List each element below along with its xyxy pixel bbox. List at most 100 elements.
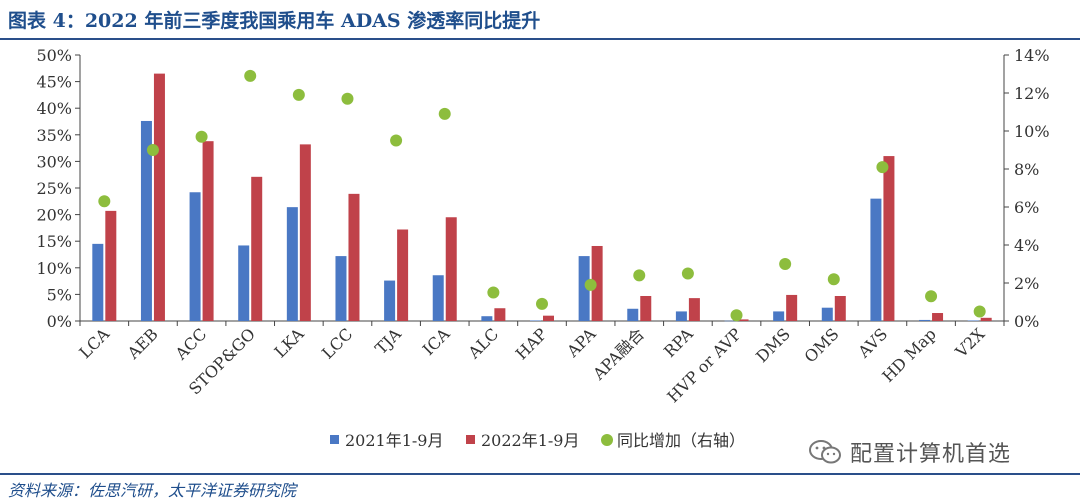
bar-2022 — [980, 317, 992, 321]
y-left-tick-label: 25% — [36, 179, 72, 198]
bar-2021 — [870, 198, 882, 321]
bar-2022 — [251, 176, 263, 321]
x-tick-label: HAP — [512, 324, 551, 363]
yoy-point — [146, 144, 159, 156]
bar-2021 — [578, 256, 590, 321]
bar-2021 — [335, 256, 347, 321]
bar-2021 — [773, 311, 785, 321]
legend-swatch — [601, 434, 613, 446]
x-tick-label: ICA — [419, 324, 454, 359]
yoy-point — [730, 309, 743, 322]
y-left-tick-label: 45% — [36, 73, 72, 92]
watermark: 配置计算机首选 — [808, 436, 1011, 468]
y-right-tick-label: 4% — [1014, 236, 1039, 255]
bar-2022 — [591, 245, 603, 321]
legend-swatch — [330, 435, 339, 444]
y-right-tick-label: 0% — [1014, 312, 1039, 331]
x-tick-label: APA — [562, 324, 599, 361]
bar-2022 — [688, 298, 700, 321]
bar-2021 — [919, 319, 931, 321]
source-note: 资料来源：佐思汽研，太平洋证券研究院 — [8, 481, 297, 500]
yoy-point — [584, 278, 597, 291]
y-right-tick-label: 14% — [1014, 46, 1050, 65]
yoy-point — [925, 290, 938, 303]
yoy-point — [973, 305, 986, 318]
bar-2022 — [883, 156, 895, 321]
yoy-point — [681, 267, 694, 280]
bar-2021 — [481, 316, 493, 321]
yoy-point — [98, 195, 111, 208]
bar-2021 — [675, 311, 687, 321]
y-right-tick-label: 12% — [1014, 84, 1050, 103]
legend: 2021年1-9月 2022年1-9月 同比增加（右轴） — [330, 431, 745, 450]
bar-2021 — [189, 192, 201, 321]
yoy-point — [876, 161, 889, 174]
x-tick-label: ACC — [171, 324, 211, 364]
watermark-text: 配置计算机首选 — [850, 442, 1012, 467]
x-tick-label: DMS — [752, 324, 794, 366]
bar-2022 — [299, 144, 311, 321]
x-tick-label: TJA — [371, 324, 405, 358]
bar-2022 — [737, 319, 749, 321]
y-right-tick-label: 10% — [1014, 122, 1050, 141]
yoy-point — [292, 88, 305, 101]
bar-2022 — [445, 217, 457, 321]
bar-2021 — [92, 243, 104, 321]
y-left-tick-label: 5% — [47, 285, 72, 304]
bar-2021 — [627, 308, 639, 321]
y-right-tick-label: 2% — [1014, 274, 1039, 293]
yoy-point — [341, 92, 354, 105]
source-divider — [0, 473, 1080, 475]
wechat-icon — [809, 440, 841, 464]
bar-2022 — [834, 295, 846, 321]
yoy-point — [827, 273, 840, 286]
legend-swatch — [466, 435, 475, 444]
yoy-point — [390, 134, 403, 147]
legend-label: 2021年1-9月 — [345, 431, 444, 450]
x-tick-label: OMS — [801, 324, 843, 366]
yoy-point — [779, 258, 792, 270]
labels-layer: 0% 5% 10% 15% 20% 25% 30% 35% 40% 45% 50% 0% 2% 4% 6% 8… — [36, 46, 1049, 406]
x-tick-label: HD Map — [878, 324, 940, 386]
axes-layer — [75, 54, 1009, 326]
y-left-tick-label: 30% — [36, 152, 72, 171]
bars-layer — [92, 73, 992, 322]
bar-2022 — [397, 229, 409, 321]
y-left-tick-label: 0% — [47, 312, 72, 331]
bar-2021 — [967, 320, 979, 321]
bar-2022 — [932, 313, 944, 321]
yoy-point — [244, 69, 257, 82]
x-tick-label: AEB — [123, 324, 162, 363]
bar-2022 — [640, 295, 652, 321]
x-tick-label: AVS — [854, 324, 892, 362]
legend-label: 2022年1-9月 — [481, 431, 580, 450]
bar-2021 — [724, 320, 736, 322]
y-left-tick-label: 35% — [36, 126, 72, 145]
y-left-tick-label: 20% — [36, 206, 72, 225]
chart-title: 图表 4：2022 年前三季度我国乘用车 ADAS 渗透率同比提升 — [8, 10, 541, 32]
x-tick-label: LKA — [271, 324, 308, 361]
x-tick-label: RPA — [660, 324, 697, 361]
bar-2022 — [543, 315, 554, 321]
bar-2021 — [821, 307, 833, 321]
bar-2021 — [432, 275, 444, 321]
bar-2021 — [238, 245, 250, 321]
bar-2022 — [153, 73, 165, 322]
y-left-tick-label: 40% — [36, 99, 72, 118]
x-tick-label: V2X — [951, 324, 989, 362]
bar-2021 — [384, 280, 396, 321]
bar-2021 — [530, 320, 541, 321]
bar-2022 — [494, 308, 506, 321]
chart: 0% 5% 10% 15% 20% 25% 30% 35% 40% 45% 50% 0% 2% 4% 6% 8… — [36, 46, 1049, 450]
yoy-point — [195, 130, 208, 143]
bar-2022 — [348, 193, 360, 321]
yoy-point — [487, 286, 500, 299]
dots-layer — [98, 69, 986, 322]
title-bar: 图表 4：2022 年前三季度我国乘用车 ADAS 渗透率同比提升 — [0, 0, 1080, 40]
yoy-point — [633, 269, 646, 282]
y-left-tick-label: 50% — [36, 46, 72, 65]
yoy-point — [438, 107, 451, 120]
x-tick-label: APA融合 — [588, 324, 648, 384]
x-tick-label: LCC — [318, 324, 356, 362]
y-left-tick-label: 10% — [36, 259, 72, 278]
